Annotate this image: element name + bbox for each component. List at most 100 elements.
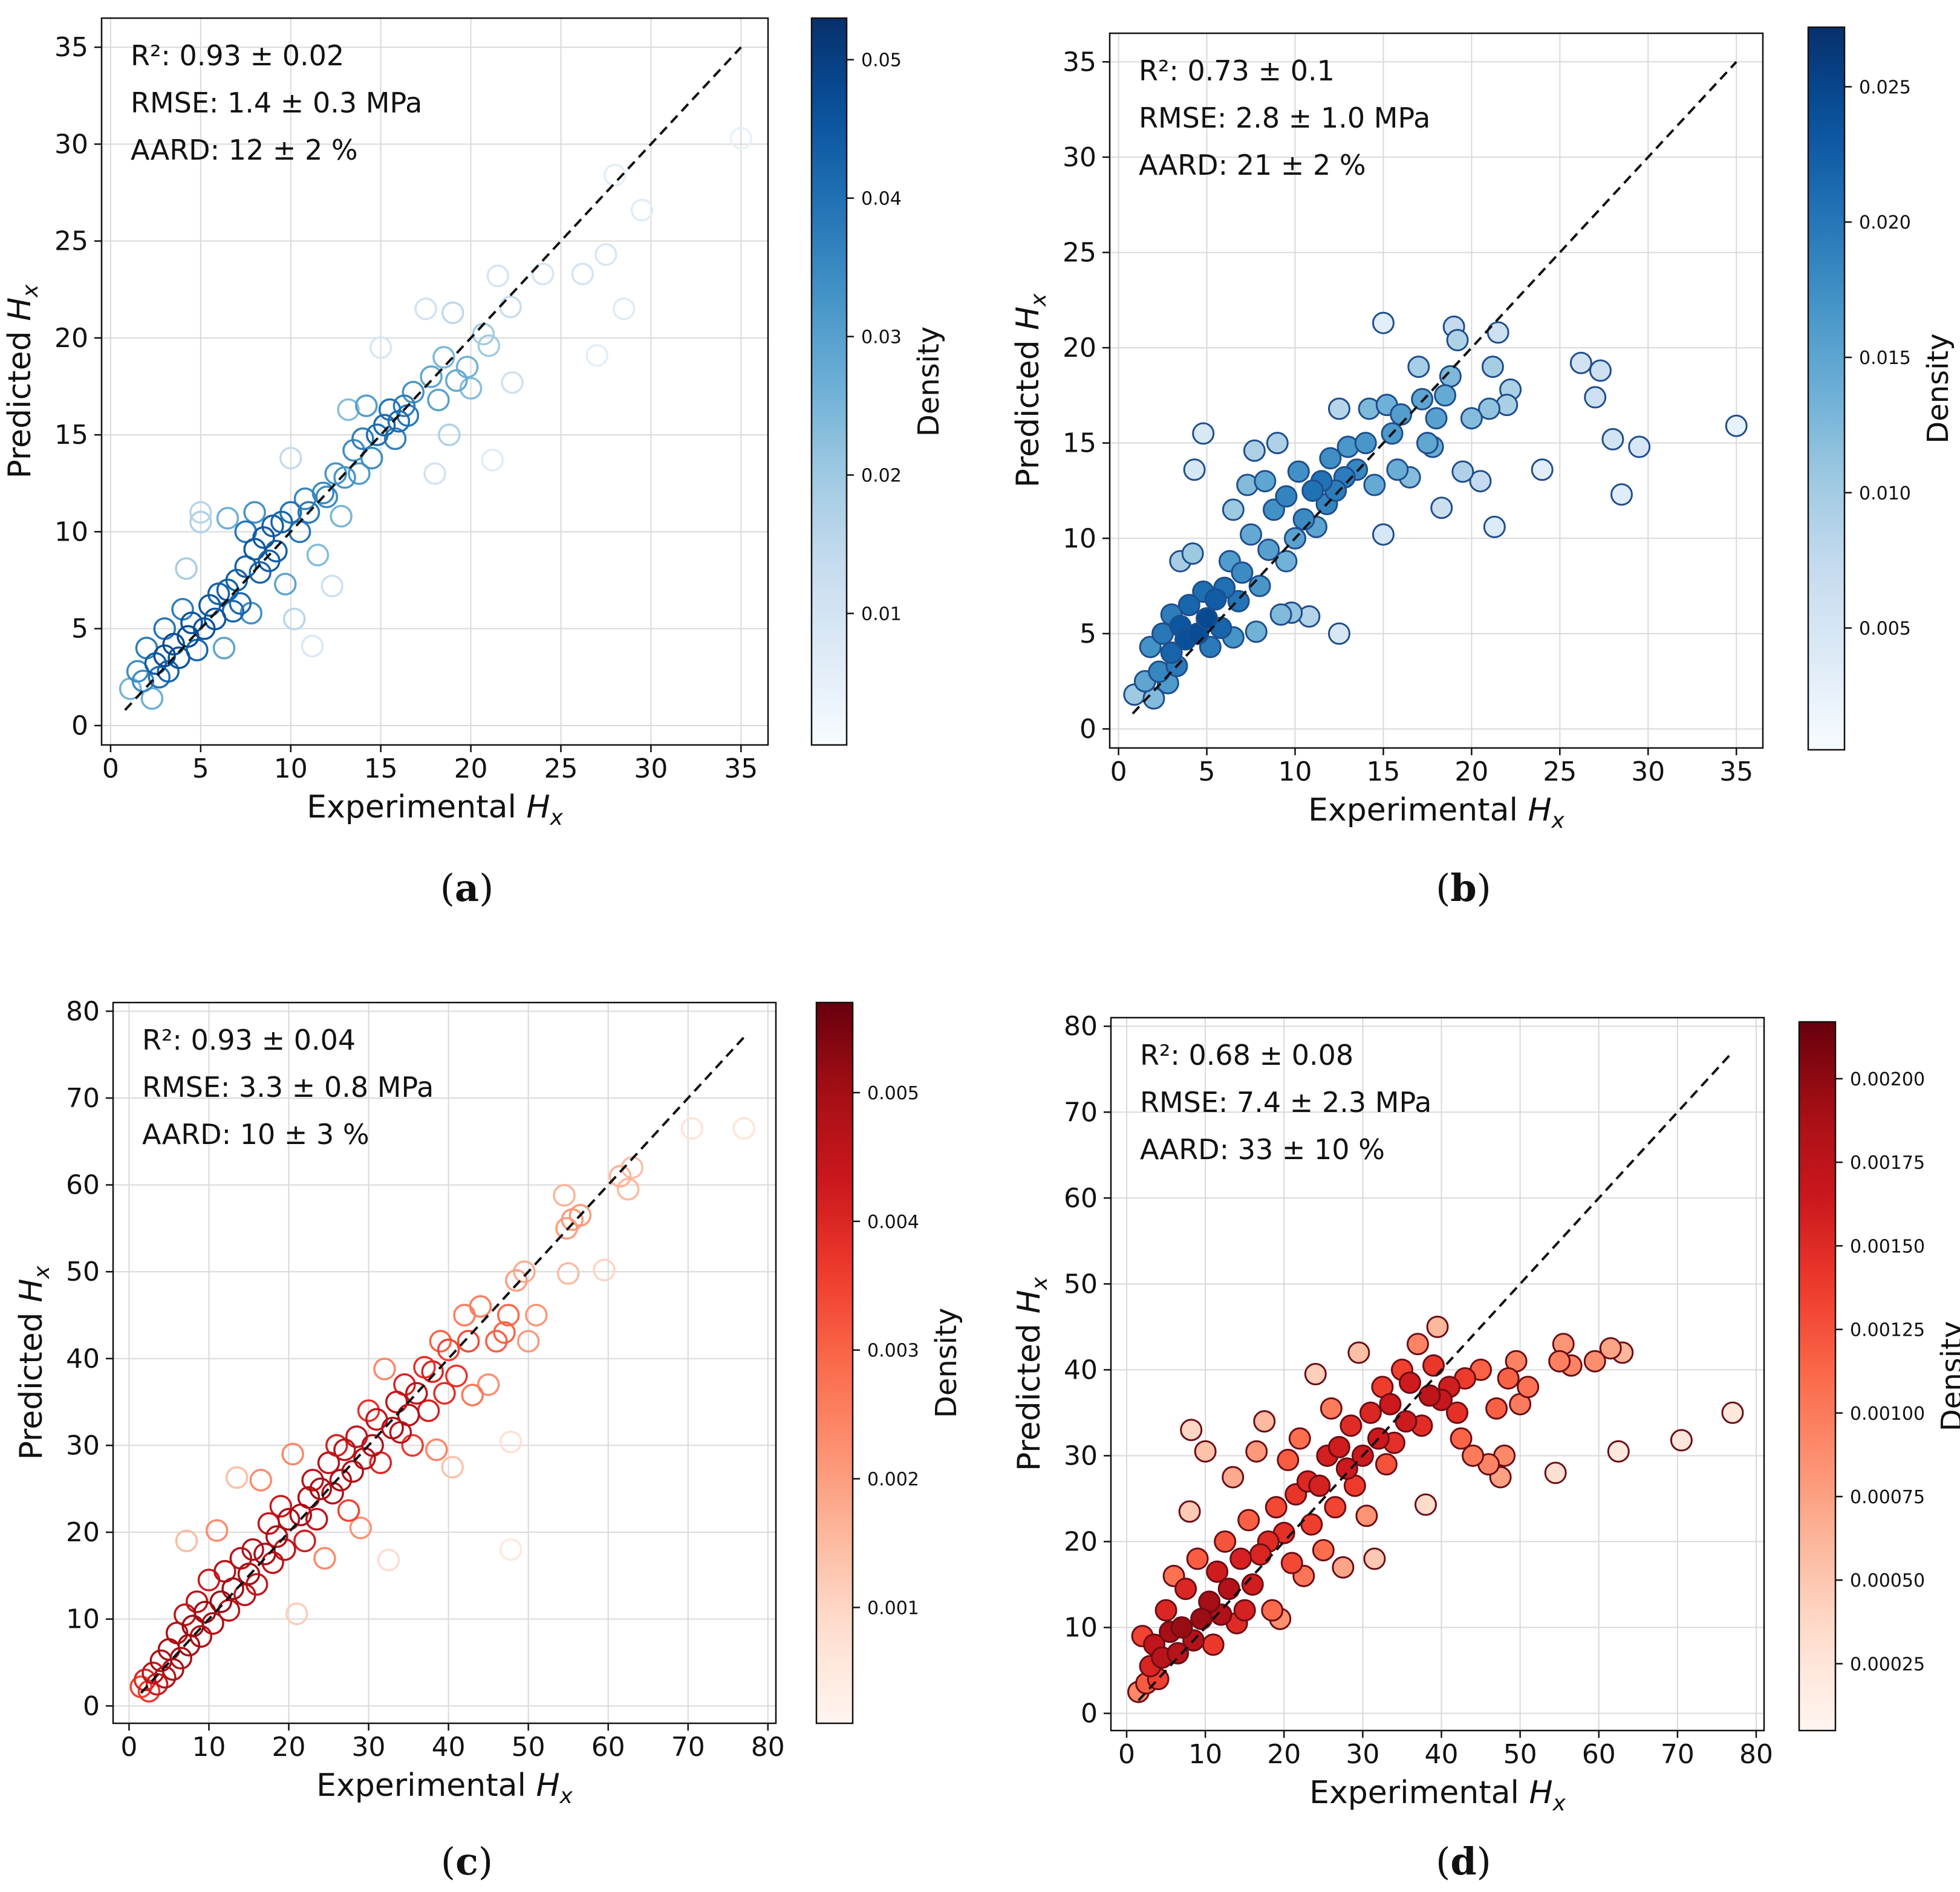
data-point — [485, 1330, 508, 1353]
data-point — [414, 297, 437, 320]
data-point — [1233, 1599, 1256, 1622]
data-point — [1324, 1496, 1347, 1519]
data-point — [1214, 1530, 1237, 1553]
data-point — [377, 1549, 400, 1572]
data-point — [1190, 1607, 1213, 1630]
data-point — [249, 1469, 273, 1492]
colorbar-label: Density — [930, 1308, 963, 1418]
data-point — [1601, 427, 1624, 450]
scatter-points — [1127, 1315, 1744, 1703]
colorbar-tick-label: 0.03 — [861, 327, 902, 348]
data-point — [289, 1503, 313, 1527]
data-point — [1607, 1440, 1630, 1463]
data-point — [321, 574, 343, 597]
y-tick-label: 15 — [1063, 428, 1096, 459]
data-point — [301, 634, 324, 658]
y-tick-label: 20 — [66, 1517, 100, 1548]
metric-annotation: R²: 0.93 ± 0.04 — [142, 1024, 356, 1056]
data-point — [1483, 515, 1506, 538]
data-point — [282, 607, 306, 631]
x-tick-label: 25 — [544, 753, 578, 784]
x-tick-label: 0 — [102, 753, 119, 784]
data-point — [1398, 1371, 1421, 1394]
metric-annotation: AARD: 33 ± 10 % — [1140, 1133, 1385, 1166]
data-point — [497, 1304, 520, 1327]
data-point — [337, 398, 360, 421]
data-point — [1327, 397, 1350, 420]
data-point — [180, 611, 203, 634]
colorbar-tick-label: 0.04 — [861, 189, 902, 210]
y-tick-label: 30 — [1063, 142, 1096, 173]
data-point — [525, 1304, 548, 1327]
data-point — [1222, 1466, 1245, 1489]
data-point — [531, 262, 555, 285]
data-point — [1478, 397, 1501, 420]
colorbar-tick-label: 0.025 — [1859, 77, 1911, 98]
data-point — [198, 594, 221, 617]
data-point — [401, 1434, 424, 1457]
panel-caption: (d) — [1436, 1839, 1491, 1884]
data-point — [277, 1507, 301, 1531]
colorbar-tick-label: 0.01 — [861, 603, 902, 625]
identity-line — [124, 46, 742, 711]
data-point — [189, 501, 212, 524]
y-tick-label: 70 — [66, 1083, 100, 1114]
data-point — [1196, 607, 1219, 630]
x-tick-label: 0 — [1110, 756, 1127, 787]
data-point — [1222, 498, 1245, 521]
data-point — [1319, 447, 1342, 470]
data-point — [1407, 356, 1430, 379]
data-point — [237, 1562, 261, 1585]
y-tick-label: 80 — [66, 996, 100, 1027]
data-point — [297, 501, 321, 524]
data-point — [1462, 1444, 1485, 1467]
data-point — [1439, 365, 1462, 388]
y-tick-label: 20 — [1064, 1526, 1098, 1557]
y-tick-label: 60 — [66, 1170, 100, 1201]
panel-c: 0 10 20 30 40 50 60 70 80 0 10 20 30 40 50 60 70 80 Experi… — [13, 996, 963, 1884]
data-point — [513, 1260, 536, 1283]
data-point — [1167, 1642, 1190, 1665]
data-point — [181, 1614, 204, 1637]
data-point — [1245, 620, 1268, 643]
data-point — [1301, 479, 1324, 502]
data-point — [175, 1529, 198, 1553]
data-point — [1206, 1560, 1229, 1583]
data-point — [313, 1547, 336, 1570]
data-point — [604, 163, 627, 187]
x-tick-label: 0 — [120, 1732, 137, 1763]
data-point — [1266, 432, 1289, 455]
y-tick-label: 35 — [1063, 47, 1096, 77]
data-point — [594, 243, 617, 266]
data-point — [457, 1330, 480, 1353]
y-tick-label: 0 — [1079, 714, 1096, 744]
panel-d: 0 10 20 30 40 50 60 70 80 0 10 20 30 40 50 60 70 80 Experi… — [1011, 1011, 1960, 1884]
data-point — [1174, 1578, 1197, 1601]
y-tick-label: 10 — [54, 516, 88, 547]
panel-caption: (c) — [441, 1839, 493, 1884]
colorbar-tick-label: 0.003 — [867, 1341, 919, 1362]
data-point — [1204, 588, 1227, 611]
data-point — [243, 538, 266, 561]
colorbar-tick-label: 0.00025 — [1850, 1654, 1925, 1675]
colorbar — [1807, 26, 1846, 751]
y-tick-label: 70 — [1064, 1097, 1098, 1128]
data-point — [1304, 1363, 1327, 1385]
data-point — [351, 427, 374, 450]
metric-annotation: RMSE: 1.4 ± 0.3 MPa — [131, 86, 422, 119]
data-point — [441, 1455, 464, 1479]
data-point — [1327, 622, 1350, 645]
colorbar-tick-label: 0.00150 — [1850, 1236, 1925, 1257]
data-point — [616, 1178, 640, 1201]
y-tick-label: 15 — [54, 420, 88, 450]
data-point — [349, 1517, 373, 1539]
data-point — [209, 1590, 233, 1613]
data-point — [1359, 1401, 1382, 1424]
data-point — [1332, 1556, 1355, 1579]
data-point — [261, 1551, 284, 1575]
data-point — [169, 1647, 192, 1670]
data-point — [499, 1538, 523, 1561]
data-point — [221, 1577, 244, 1601]
data-point — [1548, 1350, 1571, 1373]
colorbar-tick-label: 0.005 — [867, 1083, 919, 1104]
